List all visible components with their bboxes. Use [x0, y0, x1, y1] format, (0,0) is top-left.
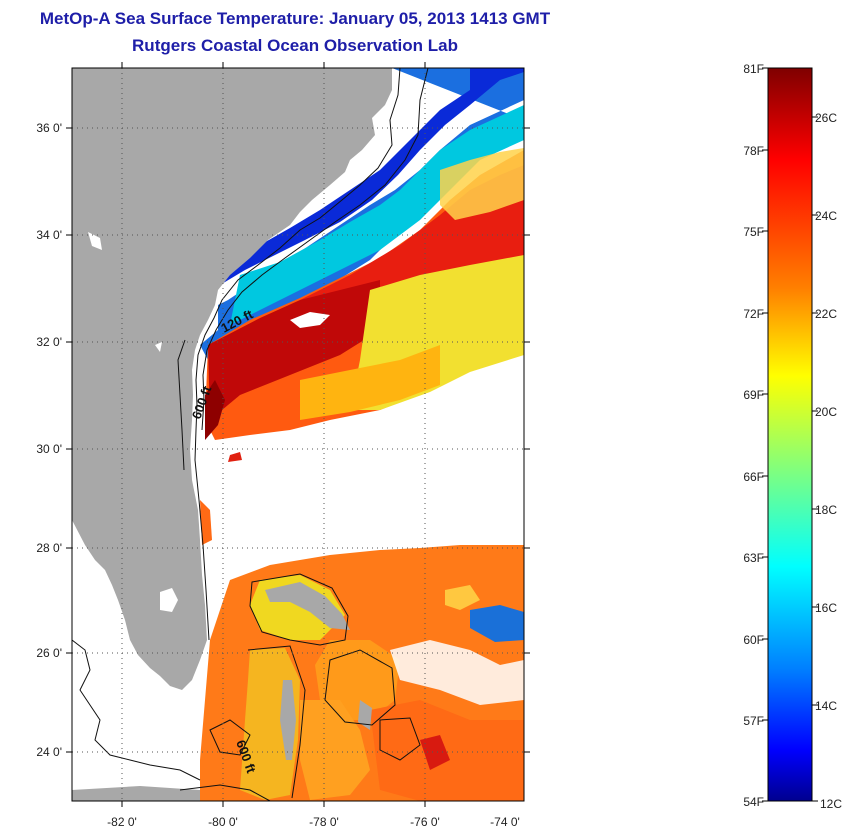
land — [72, 68, 392, 801]
latitude-labels: 36 0' 34 0' 32 0' 30 0' 28 0' 26 0' 24 0… — [36, 121, 62, 759]
lon-label-74: -74 0' — [490, 815, 520, 829]
colorbar-f-75: 75F — [743, 225, 764, 239]
temperature-colorbar: 81F 78F 75F 72F 69F 66F 63F 60F 57F 54F … — [743, 62, 842, 811]
colorbar-f-60: 60F — [743, 633, 764, 647]
lat-label-28: 28 0' — [36, 541, 62, 555]
colorbar-f-81: 81F — [743, 62, 764, 76]
colorbar-c-22: 22C — [815, 307, 837, 321]
colorbar-c-26: 26C — [815, 111, 837, 125]
sst-north — [200, 68, 524, 462]
bathymetry-contours — [72, 68, 429, 801]
map-plot-area — [72, 68, 524, 801]
colorbar-f-72: 72F — [743, 307, 764, 321]
colorbar-gradient — [767, 67, 813, 802]
lat-label-24: 24 0' — [36, 745, 62, 759]
map-title: MetOp-A Sea Surface Temperature: January… — [39, 9, 551, 28]
colorbar-c-14: 14C — [815, 699, 837, 713]
lat-label-32: 32 0' — [36, 335, 62, 349]
colorbar-c-18: 18C — [815, 503, 837, 517]
colorbar-f-78: 78F — [743, 144, 764, 158]
lat-label-30: 30 0' — [36, 442, 62, 456]
colorbar-f-66: 66F — [743, 470, 764, 484]
colorbar-c-12: 12C — [820, 797, 842, 811]
colorbar-f-57: 57F — [743, 714, 764, 728]
colorbar-f-63: 63F — [743, 551, 764, 565]
colorbar-c-20: 20C — [815, 405, 837, 419]
colorbar-c-24: 24C — [815, 209, 837, 223]
lon-label-78: -78 0' — [309, 815, 339, 829]
longitude-labels: -82 0' -80 0' -78 0' -76 0' -74 0' — [107, 815, 520, 829]
lon-label-82: -82 0' — [107, 815, 137, 829]
lat-label-36: 36 0' — [36, 121, 62, 135]
lat-label-34: 34 0' — [36, 228, 62, 242]
lat-label-26: 26 0' — [36, 646, 62, 660]
axis-ticks — [66, 62, 530, 807]
map-subtitle: Rutgers Coastal Ocean Observation Lab — [132, 36, 458, 55]
gridlines — [72, 68, 524, 801]
map-frame — [71, 67, 525, 802]
colorbar-f-69: 69F — [743, 388, 764, 402]
lon-label-80: -80 0' — [208, 815, 238, 829]
colorbar-c-16: 16C — [815, 601, 837, 615]
lon-label-76: -76 0' — [410, 815, 440, 829]
colorbar-f-54: 54F — [743, 795, 764, 809]
